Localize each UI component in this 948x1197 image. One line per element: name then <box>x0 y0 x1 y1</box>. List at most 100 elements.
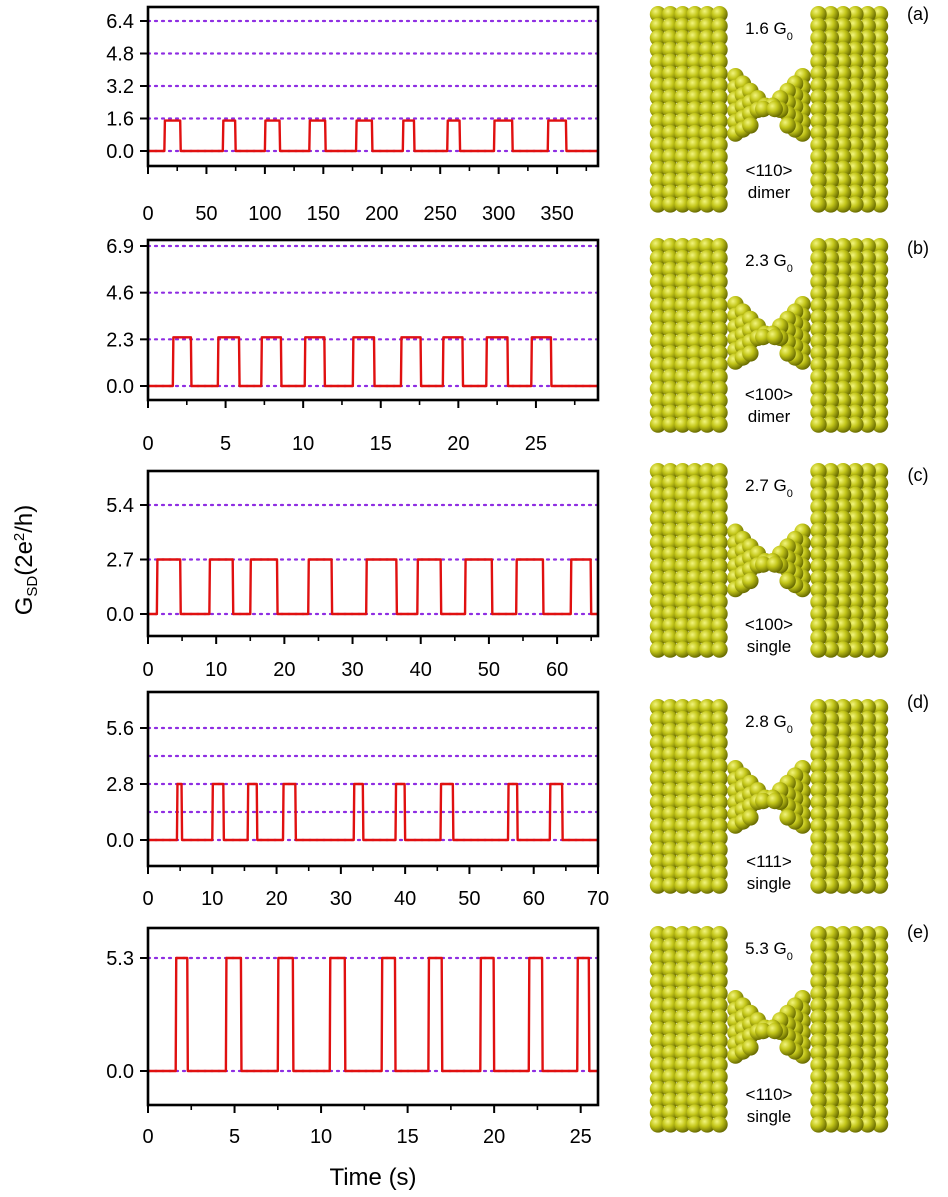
x-tick-label: 10 <box>310 1126 332 1148</box>
atom <box>810 605 827 623</box>
atom <box>699 522 716 539</box>
atom <box>834 261 852 279</box>
atom <box>847 6 864 23</box>
atom <box>649 641 667 658</box>
atom <box>834 1104 852 1121</box>
atom <box>859 65 876 82</box>
atom <box>871 617 889 634</box>
atom <box>686 333 704 350</box>
atom <box>674 392 691 409</box>
atom <box>674 89 691 106</box>
atom <box>674 1033 691 1050</box>
atom <box>662 196 679 213</box>
atom <box>649 1009 667 1026</box>
atom <box>871 817 889 835</box>
atom <box>686 356 704 374</box>
atom <box>847 160 864 177</box>
atom <box>699 865 716 882</box>
atom <box>649 404 667 421</box>
atom <box>711 985 728 1002</box>
atom <box>686 345 704 362</box>
atom <box>822 782 839 799</box>
atom <box>662 782 679 799</box>
atom <box>649 853 667 870</box>
atom <box>871 961 889 979</box>
contact-type-annotation: single <box>747 874 791 893</box>
y-tick-label: 0.0 <box>106 376 134 398</box>
atom <box>810 770 827 787</box>
atom <box>834 829 852 847</box>
atom <box>662 961 679 979</box>
atom <box>742 572 759 590</box>
x-tick-label: 20 <box>447 433 469 455</box>
atom <box>711 1104 728 1121</box>
atom <box>810 1092 827 1109</box>
y-tick-label: 0.0 <box>106 141 134 163</box>
atom <box>699 65 716 82</box>
atom <box>649 196 667 213</box>
atom <box>662 53 679 70</box>
atom <box>810 486 827 504</box>
atom <box>810 794 827 811</box>
atom <box>662 249 679 267</box>
atom <box>822 746 839 763</box>
atom <box>859 486 876 504</box>
atom <box>674 1044 691 1062</box>
atom <box>649 345 667 362</box>
atom <box>810 1033 827 1050</box>
atom <box>649 273 667 291</box>
atom <box>822 997 839 1014</box>
atom <box>686 605 704 623</box>
atom <box>847 1056 864 1074</box>
x-tick-label: 0 <box>142 888 153 910</box>
atom <box>711 486 728 504</box>
atom <box>662 1033 679 1050</box>
atom <box>834 699 852 716</box>
atom <box>699 699 716 716</box>
atom <box>859 534 876 551</box>
atomic-junction-image: 2.7 G0 <100> single <box>649 463 889 658</box>
atom <box>847 345 864 362</box>
atom <box>686 321 704 338</box>
atom <box>686 17 704 35</box>
atom <box>686 53 704 70</box>
atom <box>711 416 728 433</box>
atom <box>859 593 876 611</box>
atom <box>859 770 876 787</box>
atom <box>871 734 889 752</box>
atom <box>686 877 704 894</box>
atom <box>810 1044 827 1062</box>
atom <box>699 629 716 646</box>
atom <box>834 356 852 374</box>
atom <box>686 261 704 279</box>
atom <box>674 949 691 967</box>
atom <box>871 770 889 787</box>
atom <box>699 261 716 279</box>
x-tick-label: 100 <box>248 203 281 225</box>
atom <box>686 184 704 201</box>
atom <box>871 184 889 201</box>
atom <box>711 558 728 575</box>
atom <box>649 758 667 775</box>
atom <box>822 136 839 154</box>
atom <box>662 101 679 118</box>
atom <box>810 961 827 979</box>
atom <box>859 877 876 894</box>
atom <box>871 794 889 811</box>
atom <box>859 261 876 279</box>
atom <box>834 1092 852 1109</box>
atom <box>686 841 704 859</box>
atom <box>810 261 827 279</box>
atom <box>871 1033 889 1050</box>
atom <box>674 997 691 1014</box>
atom <box>822 961 839 979</box>
atom <box>699 321 716 338</box>
atom <box>810 570 827 587</box>
atom <box>847 758 864 775</box>
atom <box>871 758 889 775</box>
atom <box>871 463 889 480</box>
atom <box>662 29 679 47</box>
atom <box>674 558 691 575</box>
atom <box>834 113 852 130</box>
y-tick-label: 5.6 <box>106 718 134 740</box>
